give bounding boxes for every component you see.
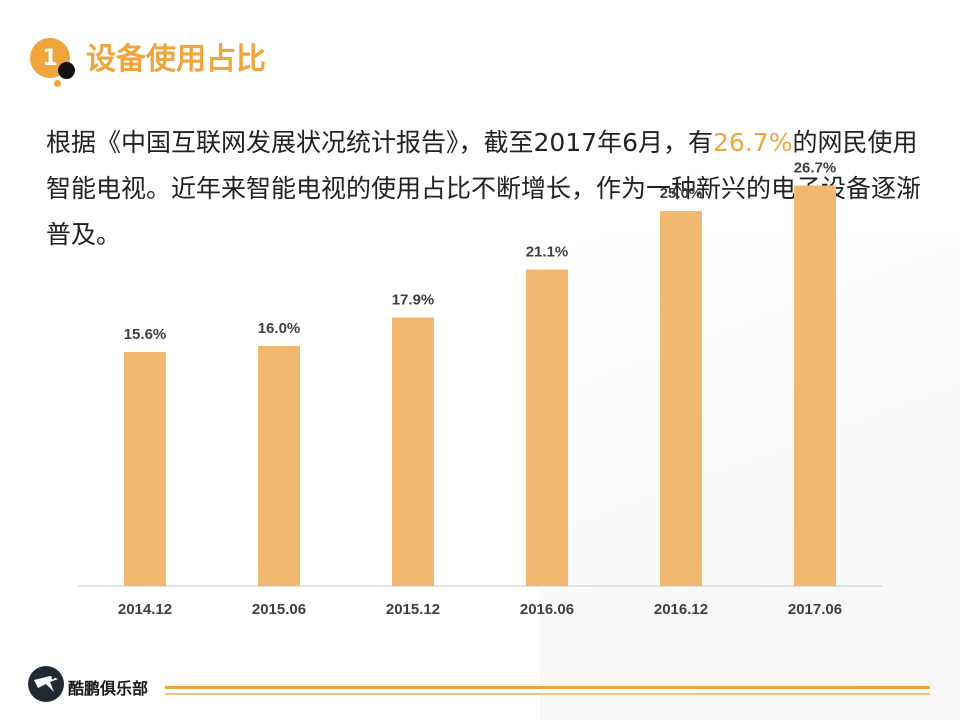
background-shade bbox=[540, 230, 960, 720]
badge-dot-icon bbox=[58, 62, 75, 79]
footer-divider bbox=[165, 686, 930, 689]
x-tick-label-2017.06: 2017.06 bbox=[788, 601, 842, 618]
bar-2016.06 bbox=[526, 269, 568, 586]
bar-2016.12 bbox=[660, 211, 702, 586]
data-label-2014.12: 15.6% bbox=[124, 326, 167, 343]
bar-2015.12 bbox=[392, 317, 434, 586]
brand-name: 酷鹏俱乐部 bbox=[68, 679, 149, 698]
data-label-2015.06: 16.0% bbox=[258, 320, 301, 337]
x-tick-label-2015.12: 2015.12 bbox=[386, 601, 440, 618]
bar-2017.06 bbox=[794, 185, 836, 586]
x-tick-label-2014.12: 2014.12 bbox=[118, 601, 172, 618]
section-title: 设备使用占比 bbox=[86, 42, 266, 77]
data-label-2016.06: 21.1% bbox=[526, 244, 569, 261]
badge-small-dot-icon bbox=[54, 80, 61, 87]
intro-highlight-percent: 26.7% bbox=[713, 128, 793, 157]
intro-text-after: 的网民使用智能电视。近年来智能电视的使用占比不断增长，作为一种新兴的电子设备逐渐… bbox=[46, 128, 922, 249]
bar-2015.06 bbox=[258, 346, 300, 586]
bar-2014.12 bbox=[124, 352, 166, 586]
data-label-2015.12: 17.9% bbox=[392, 292, 435, 309]
intro-paragraph: 根据《中国互联网发展状况统计报告》，截至2017年6月，有26.7%的网民使用智… bbox=[46, 120, 936, 258]
x-tick-label-2016.06: 2016.06 bbox=[520, 601, 574, 618]
bird-logo-icon bbox=[28, 666, 64, 702]
section-number: 1 bbox=[42, 45, 58, 71]
footer-divider-thin bbox=[165, 693, 930, 695]
bird-logo-graphic bbox=[34, 676, 58, 692]
data-label-2016.12: 25.0% bbox=[660, 185, 703, 202]
intro-text-before: 根据《中国互联网发展状况统计报告》，截至2017年6月，有 bbox=[46, 128, 714, 157]
data-label-2017.06: 26.7% bbox=[794, 160, 837, 177]
x-tick-label-2015.06: 2015.06 bbox=[252, 601, 306, 618]
x-tick-label-2016.12: 2016.12 bbox=[654, 601, 708, 618]
